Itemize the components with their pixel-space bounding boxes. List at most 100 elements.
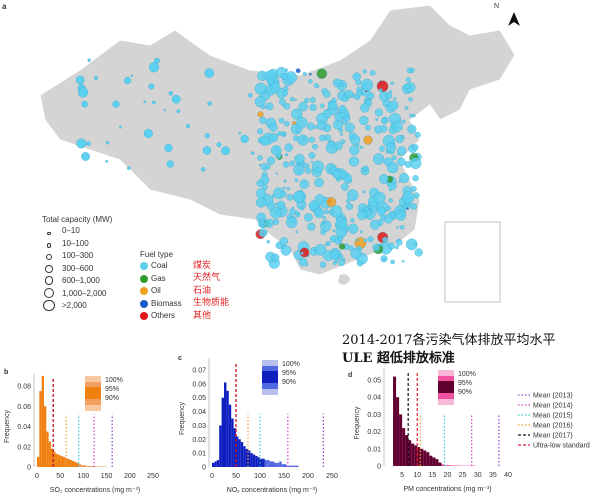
plant-marker bbox=[266, 156, 276, 165]
histogram-bar bbox=[269, 461, 272, 467]
histogram-bar bbox=[76, 462, 79, 467]
histogram-bar bbox=[74, 461, 77, 467]
histogram-bar bbox=[88, 465, 91, 467]
plant-marker bbox=[362, 69, 367, 74]
plant-marker bbox=[314, 194, 325, 205]
y-tick-label: 0 bbox=[377, 464, 381, 471]
histogram-bar bbox=[423, 450, 427, 466]
capacity-label: >2,000 bbox=[62, 301, 87, 311]
capacity-label: 1,000–2,000 bbox=[62, 288, 107, 298]
plant-marker bbox=[402, 204, 408, 209]
histogram-bar bbox=[55, 453, 58, 467]
plant-marker bbox=[202, 146, 212, 155]
histogram-bar bbox=[456, 465, 460, 466]
percentile-band-swatch bbox=[85, 387, 101, 399]
y-tick-label: 0.04 bbox=[367, 395, 381, 402]
plant-marker bbox=[280, 245, 292, 256]
fuel-label: Coal bbox=[151, 261, 168, 271]
histogram-bar bbox=[57, 454, 61, 467]
plant-marker bbox=[271, 253, 280, 262]
plant-marker bbox=[296, 117, 308, 129]
plant-marker bbox=[272, 218, 280, 226]
histogram-bar bbox=[252, 454, 256, 467]
plant-marker bbox=[168, 91, 173, 96]
plant-marker bbox=[357, 210, 367, 220]
y-axis-label: Frequency bbox=[179, 401, 186, 435]
plant-marker bbox=[386, 205, 392, 211]
plant-marker bbox=[319, 261, 327, 268]
histogram-bar bbox=[221, 397, 224, 467]
histogram-bar bbox=[240, 442, 244, 467]
plant-marker bbox=[346, 202, 354, 210]
plant-marker bbox=[338, 105, 347, 114]
plant-marker bbox=[269, 123, 278, 132]
fuel-dot-icon bbox=[140, 262, 148, 271]
histogram-bar bbox=[69, 459, 72, 467]
plant-marker bbox=[258, 163, 262, 167]
fuel-legend-title: Fuel type bbox=[140, 250, 173, 259]
plant-marker bbox=[397, 157, 406, 166]
x-tick-label: 30 bbox=[474, 472, 482, 479]
plant-marker bbox=[356, 238, 359, 242]
plant-marker bbox=[254, 96, 266, 108]
x-tick-label: 0 bbox=[35, 473, 39, 480]
histogram-bar bbox=[260, 458, 263, 467]
x-tick-label: 250 bbox=[147, 473, 159, 480]
histogram-bar bbox=[291, 465, 294, 467]
plant-marker bbox=[324, 209, 329, 215]
fuel-legend-item: Coal 煤炭 bbox=[140, 260, 229, 273]
histogram-bar bbox=[236, 436, 239, 467]
histogram-bar bbox=[212, 462, 215, 467]
percentile-band-swatch bbox=[438, 393, 454, 399]
x-tick-label: 250 bbox=[326, 473, 338, 480]
plant-marker bbox=[295, 230, 299, 234]
plant-marker bbox=[364, 206, 370, 212]
histogram-bar bbox=[393, 376, 397, 466]
histogram-bar bbox=[81, 464, 84, 467]
plant-marker bbox=[344, 89, 353, 99]
plant-marker bbox=[81, 152, 90, 161]
circle-icon bbox=[42, 251, 56, 261]
mean-legend-label: Mean (2017) bbox=[533, 433, 573, 440]
fuel-label: Biomass bbox=[151, 298, 182, 308]
plant-marker bbox=[338, 243, 346, 250]
plant-marker bbox=[363, 165, 369, 171]
x-tick-label: 100 bbox=[78, 473, 90, 480]
plant-marker bbox=[388, 242, 395, 250]
histogram-bar bbox=[250, 453, 253, 467]
plant-marker bbox=[340, 182, 349, 191]
plant-marker bbox=[130, 74, 134, 77]
histogram-bar bbox=[39, 391, 42, 467]
plant-marker bbox=[334, 259, 339, 263]
plant-marker bbox=[240, 134, 249, 144]
plant-marker bbox=[328, 209, 335, 216]
plant-marker bbox=[148, 62, 160, 73]
y-tick-label: 0.04 bbox=[17, 424, 31, 431]
x-tick-label: 50 bbox=[232, 473, 240, 480]
circle-icon bbox=[42, 226, 56, 236]
histogram-bar bbox=[53, 451, 56, 467]
plant-marker bbox=[260, 104, 266, 110]
capacity-label: 10–100 bbox=[62, 238, 89, 248]
plant-marker bbox=[248, 93, 253, 98]
plant-marker bbox=[216, 142, 222, 148]
capacity-legend-item: 600–1,000 bbox=[42, 275, 112, 288]
y-tick-label: 0 bbox=[27, 465, 31, 472]
plant-marker bbox=[290, 97, 295, 102]
plant-marker bbox=[348, 156, 360, 167]
plant-marker bbox=[275, 152, 282, 159]
plant-marker bbox=[344, 122, 355, 133]
x-tick-label: 35 bbox=[489, 472, 497, 479]
plant-marker bbox=[265, 164, 271, 170]
fuel-label-cn: 生物质能 bbox=[193, 298, 230, 309]
histogram-bar bbox=[37, 456, 40, 467]
plant-marker bbox=[304, 97, 310, 104]
histogram-bar bbox=[238, 439, 241, 467]
fuel-legend-item: Gas 天然气 bbox=[140, 273, 229, 286]
panel-label: b bbox=[4, 369, 8, 376]
plant-marker bbox=[367, 236, 374, 243]
percentile-band-swatch bbox=[262, 366, 278, 371]
panel-label-a: a bbox=[2, 2, 7, 11]
plant-marker bbox=[375, 118, 379, 121]
plant-marker bbox=[361, 78, 374, 91]
